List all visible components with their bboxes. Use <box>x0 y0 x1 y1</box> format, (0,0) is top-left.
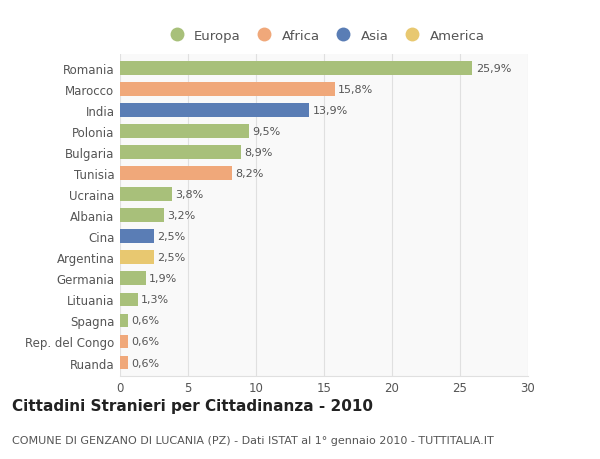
Bar <box>120 209 164 223</box>
Text: 15,8%: 15,8% <box>338 85 374 95</box>
Bar <box>120 356 128 369</box>
Bar <box>120 83 335 96</box>
Bar <box>120 167 232 180</box>
Bar <box>120 125 249 139</box>
Bar <box>120 293 137 307</box>
Bar <box>120 230 154 244</box>
Bar <box>120 335 128 348</box>
Text: 13,9%: 13,9% <box>313 106 347 116</box>
Bar <box>120 188 172 202</box>
Text: 25,9%: 25,9% <box>476 64 511 74</box>
Bar <box>120 146 241 160</box>
Bar <box>120 251 154 264</box>
Bar <box>120 104 309 118</box>
Text: COMUNE DI GENZANO DI LUCANIA (PZ) - Dati ISTAT al 1° gennaio 2010 - TUTTITALIA.I: COMUNE DI GENZANO DI LUCANIA (PZ) - Dati… <box>12 435 494 445</box>
Text: 8,2%: 8,2% <box>235 169 263 179</box>
Bar <box>120 272 146 285</box>
Text: 3,2%: 3,2% <box>167 211 195 221</box>
Text: 1,9%: 1,9% <box>149 274 178 284</box>
Bar <box>120 62 472 76</box>
Text: 2,5%: 2,5% <box>157 253 185 263</box>
Legend: Europa, Africa, Asia, America: Europa, Africa, Asia, America <box>164 29 484 43</box>
Text: 2,5%: 2,5% <box>157 232 185 242</box>
Text: 0,6%: 0,6% <box>131 358 160 368</box>
Text: 1,3%: 1,3% <box>141 295 169 305</box>
Bar <box>120 314 128 328</box>
Text: 9,5%: 9,5% <box>253 127 281 137</box>
Text: 3,8%: 3,8% <box>175 190 203 200</box>
Text: 0,6%: 0,6% <box>131 337 160 347</box>
Text: 0,6%: 0,6% <box>131 316 160 326</box>
Text: Cittadini Stranieri per Cittadinanza - 2010: Cittadini Stranieri per Cittadinanza - 2… <box>12 398 373 413</box>
Text: 8,9%: 8,9% <box>244 148 273 158</box>
